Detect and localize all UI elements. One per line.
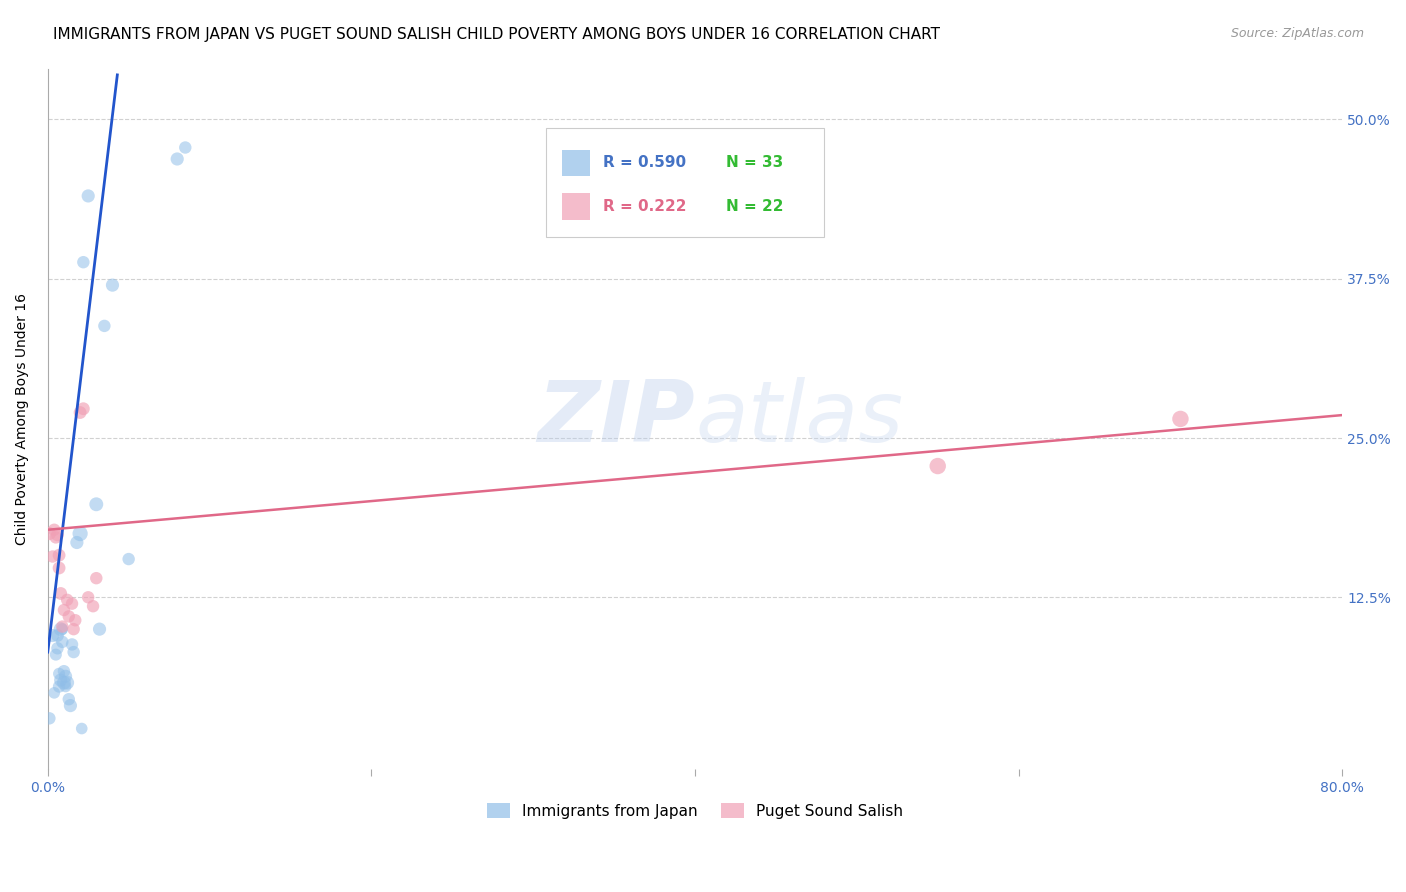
Point (70, 722, 93, 736)
Text: ZIP: ZIP (537, 377, 695, 460)
Point (49, 622, 72, 636)
Text: N = 33: N = 33 (725, 155, 783, 170)
Point (60, 597, 83, 611)
Point (62, 622, 84, 636)
Text: IMMIGRANTS FROM JAPAN VS PUGET SOUND SALISH CHILD POVERTY AMONG BOYS UNDER 16 CO: IMMIGRANTS FROM JAPAN VS PUGET SOUND SAL… (53, 27, 941, 42)
Point (41, 628, 63, 642)
Point (58, 609, 80, 624)
Point (62, 645, 84, 659)
Point (166, 152, 188, 166)
Point (84, 497, 107, 511)
Point (118, 552, 141, 566)
Point (56, 675, 79, 690)
Point (60, 637, 83, 651)
Point (72, 401, 94, 416)
Point (174, 140, 197, 154)
Point (41, 549, 63, 564)
Point (59, 698, 82, 713)
Text: atlas: atlas (695, 377, 903, 460)
Text: N = 22: N = 22 (725, 199, 783, 214)
Point (69, 526, 91, 541)
Point (927, 458, 949, 473)
Point (49, 586, 72, 600)
Point (38, 526, 60, 541)
Point (51, 622, 73, 636)
Point (56, 592, 79, 607)
FancyBboxPatch shape (546, 128, 824, 236)
Point (77, 189, 100, 203)
Point (51, 619, 73, 633)
Point (46, 641, 69, 656)
Point (45, 530, 67, 544)
Point (49, 673, 72, 687)
Point (46, 528, 69, 542)
Point (38, 711, 60, 725)
Text: Source: ZipAtlas.com: Source: ZipAtlas.com (1230, 27, 1364, 40)
Point (66, 535, 89, 549)
Point (52, 664, 75, 678)
Point (72, 255, 94, 269)
Y-axis label: Child Poverty Among Boys Under 16: Child Poverty Among Boys Under 16 (15, 293, 30, 545)
Point (52, 603, 75, 617)
Point (55, 669, 77, 683)
Point (82, 599, 104, 614)
Point (46, 628, 69, 642)
Point (69, 405, 91, 419)
Point (44, 686, 66, 700)
Point (51, 635, 73, 649)
Point (48, 561, 70, 575)
Point (45, 648, 67, 662)
Point (65, 613, 87, 627)
Point (52, 675, 75, 690)
Point (77, 591, 100, 605)
Point (55, 680, 77, 694)
Point (101, 278, 124, 293)
Point (44, 523, 66, 537)
Point (48, 666, 70, 681)
Point (48, 680, 70, 694)
Point (93, 318, 115, 333)
Bar (561, 150, 591, 176)
Point (1170, 412, 1192, 426)
Point (84, 571, 107, 585)
Text: R = 0.590: R = 0.590 (603, 155, 686, 170)
Point (58, 692, 80, 706)
Text: R = 0.222: R = 0.222 (603, 199, 686, 214)
Point (48, 548, 70, 562)
Bar (561, 193, 591, 219)
Legend: Immigrants from Japan, Puget Sound Salish: Immigrants from Japan, Puget Sound Salis… (481, 797, 910, 825)
Point (89, 622, 111, 636)
